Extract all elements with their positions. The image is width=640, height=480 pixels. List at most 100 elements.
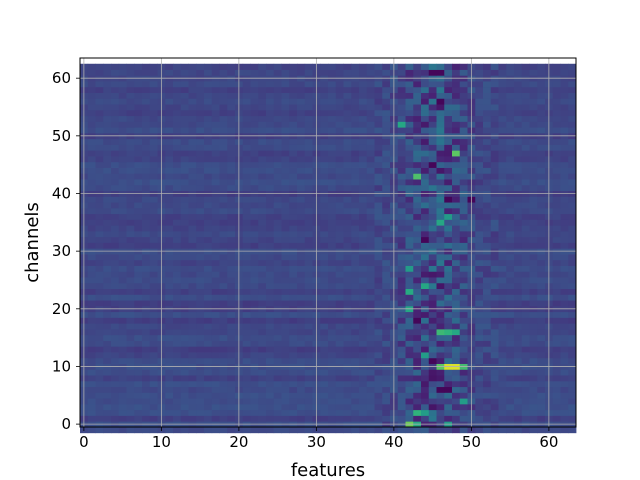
heatmap-cell (250, 380, 259, 388)
heatmap-cell (444, 403, 453, 411)
heatmap-cell (204, 282, 213, 290)
heatmap-cell (134, 334, 143, 341)
heatmap-cell (436, 196, 445, 203)
heatmap-cell (320, 69, 329, 76)
heatmap-cell (335, 392, 344, 399)
heatmap-cell (405, 294, 414, 301)
heatmap-cell (483, 144, 492, 151)
heatmap-cell (250, 346, 259, 353)
heatmap-cell (421, 219, 430, 226)
heatmap-cell (475, 161, 484, 168)
heatmap-cell (297, 380, 306, 388)
heatmap-cell (180, 427, 189, 434)
heatmap-cell (281, 282, 290, 290)
heatmap-cell (490, 254, 499, 261)
heatmap-cell (219, 346, 228, 353)
heatmap-cell (359, 230, 368, 238)
heatmap-cell (273, 328, 282, 336)
heatmap-cell (397, 156, 406, 163)
heatmap-cell (103, 300, 112, 307)
heatmap-cell (118, 184, 127, 192)
heatmap-cell (498, 230, 507, 238)
heatmap-cell (188, 242, 197, 249)
heatmap-cell (452, 340, 461, 347)
heatmap-cell (149, 207, 158, 215)
heatmap-cell (568, 144, 577, 151)
heatmap-cell (95, 138, 104, 145)
heatmap-cell (242, 207, 251, 215)
heatmap-cell (328, 92, 337, 99)
heatmap-cell (498, 138, 507, 145)
heatmap-cell (95, 144, 104, 151)
heatmap-cell (297, 86, 306, 93)
heatmap-cell (304, 415, 313, 422)
heatmap-cell (514, 196, 523, 203)
heatmap-cell (552, 346, 561, 353)
heatmap-cell (483, 311, 492, 318)
heatmap-cell (173, 161, 182, 168)
heatmap-cell (568, 259, 577, 266)
heatmap-cell (227, 277, 236, 284)
heatmap-cell (397, 109, 406, 117)
heatmap-cell (297, 213, 306, 220)
heatmap-cell (118, 179, 127, 186)
heatmap-cell (552, 242, 561, 249)
heatmap-cell (328, 230, 337, 238)
heatmap-cell (87, 386, 96, 393)
heatmap-cell (126, 104, 135, 111)
heatmap-cell (382, 288, 391, 295)
heatmap-cell (328, 380, 337, 388)
heatmap-cell (483, 323, 492, 330)
heatmap-cell (459, 156, 468, 163)
heatmap-cell (529, 352, 538, 359)
heatmap-cell (328, 115, 337, 122)
heatmap-cell (436, 161, 445, 168)
heatmap-cell (103, 202, 112, 209)
heatmap-cell (328, 144, 337, 151)
heatmap-cell (498, 415, 507, 422)
heatmap-cell (421, 109, 430, 117)
heatmap-cell (242, 138, 251, 145)
heatmap-cell (560, 213, 569, 220)
heatmap-cell (490, 179, 499, 186)
heatmap-cell (188, 173, 197, 180)
heatmap-cell (273, 127, 282, 134)
heatmap-cell (568, 282, 577, 290)
heatmap-cell (514, 236, 523, 243)
heatmap-cell (242, 115, 251, 122)
heatmap-cell (428, 202, 437, 209)
heatmap-cell (188, 282, 197, 290)
heatmap-cell (537, 207, 546, 215)
heatmap-cell (289, 115, 298, 122)
heatmap-cell (328, 69, 337, 76)
heatmap-cell (459, 109, 468, 117)
heatmap-cell (452, 173, 461, 180)
heatmap-cell (281, 98, 290, 105)
heatmap-cell (359, 392, 368, 399)
heatmap-cell (397, 225, 406, 232)
heatmap-cell (297, 398, 306, 405)
heatmap-cell (498, 184, 507, 192)
heatmap-cell (568, 375, 577, 382)
heatmap-cell (227, 104, 236, 111)
heatmap-cell (475, 357, 484, 364)
heatmap-cell (374, 352, 383, 359)
heatmap-cell (514, 121, 523, 128)
heatmap-cell (452, 242, 461, 249)
heatmap-cell (343, 179, 352, 186)
heatmap-cell (529, 265, 538, 272)
heatmap-cell (204, 150, 213, 157)
heatmap-cell (118, 265, 127, 272)
heatmap-cell (204, 138, 213, 145)
heatmap-cell (142, 63, 151, 70)
heatmap-cell (227, 184, 236, 192)
heatmap-cell (490, 109, 499, 117)
heatmap-cell (258, 380, 267, 388)
heatmap-cell (289, 81, 298, 88)
heatmap-cell (258, 277, 267, 284)
heatmap-cell (560, 271, 569, 278)
heatmap-cell (444, 167, 453, 174)
heatmap-cell (95, 311, 104, 318)
heatmap-cell (211, 86, 220, 93)
heatmap-cell (459, 380, 468, 388)
